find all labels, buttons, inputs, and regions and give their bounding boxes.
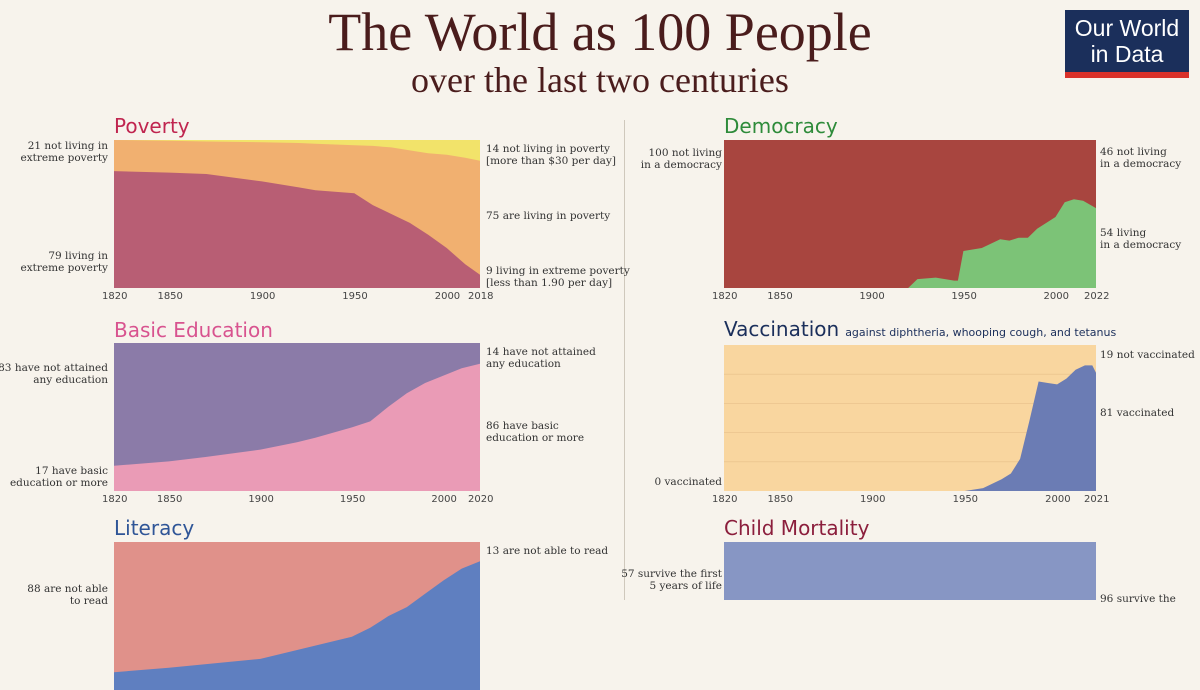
education-label-left-top: 83 have not attained any education	[0, 362, 108, 386]
education-area-have-basic-education-or-more	[114, 363, 480, 491]
education-tick-label: 2000	[431, 494, 457, 505]
poverty-label-left-top: 21 not living in extreme poverty	[20, 140, 108, 164]
vaccination-tick-label: 1950	[952, 494, 979, 505]
vaccination-chart	[724, 345, 1096, 491]
education-label-right-mid: 86 have basic education or more	[486, 420, 585, 444]
poverty-label-right-top: 14 not living in poverty [more than $30 p…	[486, 143, 616, 167]
mortality-label-right-top: 96 survive the	[1100, 593, 1176, 605]
democracy-label-left-top: 100 not living in a democracy	[640, 147, 722, 171]
education-tick-label: 1850	[156, 494, 183, 505]
panel-title-education: Basic Education	[114, 318, 273, 342]
democracy-chart	[724, 140, 1096, 288]
vaccination-label-right-top: 19 not vaccinated	[1100, 349, 1195, 361]
vaccination-tick-label: 1900	[860, 494, 886, 505]
vaccination-area-not-vaccinated	[724, 345, 1096, 491]
education-tick-label: 2020	[468, 494, 494, 505]
vaccination-label-right-mid: 81 vaccinated	[1100, 407, 1175, 419]
panel-title-literacy: Literacy	[114, 516, 195, 540]
education-label-left-bottom: 17 have basic education or more	[9, 465, 108, 489]
vaccination-tick-label: 1820	[712, 494, 738, 505]
poverty-tick-label: 1950	[342, 291, 368, 302]
democracy-tick-label: 2022	[1084, 291, 1110, 302]
page-title: The World as 100 People	[328, 2, 872, 62]
vaccination-tick-label: 1850	[767, 494, 793, 505]
democracy-tick-label: 1900	[859, 291, 885, 302]
vaccination-subtitle: against diphtheria, whooping cough, and …	[845, 326, 1117, 339]
democracy-label-right-top: 46 not living in a democracy	[1100, 146, 1182, 170]
education-tick-label: 1820	[102, 494, 128, 505]
poverty-label-right-bottom: 9 living in extreme poverty [less than 1.…	[486, 265, 630, 289]
education-tick-label: 1950	[339, 494, 366, 505]
education-chart	[114, 343, 480, 491]
mortality-label-left-top: 57 survive the first 5 years of life	[621, 568, 722, 592]
literacy-label-left-top: 88 are not able to read	[27, 583, 108, 607]
poverty-tick-label: 2000	[434, 291, 461, 302]
vaccination-tick-label: 2000	[1045, 494, 1071, 505]
poverty-tick-label: 2018	[468, 291, 494, 302]
poverty-label-left-bottom: 79 living in extreme poverty	[20, 250, 108, 274]
owid-logo[interactable]: Our World in Data	[1065, 10, 1189, 78]
democracy-area-living-in-a-democracy	[724, 199, 1096, 288]
vaccination-tick-label: 2021	[1084, 494, 1110, 505]
education-label-right-top: 14 have not attained any education	[486, 346, 596, 370]
poverty-label-right-mid: 75 are living in poverty	[486, 210, 611, 222]
page-subtitle: over the last two centuries	[411, 60, 789, 100]
mortality-chart	[724, 542, 1096, 600]
democracy-tick-label: 1950	[951, 291, 977, 302]
democracy-tick-label: 1820	[712, 291, 738, 302]
poverty-tick-label: 1900	[249, 291, 276, 302]
panel-title-poverty: Poverty	[114, 114, 190, 138]
poverty-area-living-in-extreme-poverty	[114, 171, 480, 288]
literacy-label-right-top: 13 are not able to read	[486, 545, 609, 557]
poverty-tick-label: 1850	[157, 291, 183, 302]
column-divider	[624, 120, 625, 600]
vaccination-title-text: Vaccination	[724, 317, 840, 341]
democracy-tick-label: 1850	[767, 291, 793, 302]
poverty-tick-label: 1820	[102, 291, 128, 302]
democracy-tick-label: 2000	[1043, 291, 1069, 302]
vaccination-label-left-bottom: 0 vaccinated	[654, 476, 722, 488]
vaccination-area-vaccinated	[724, 365, 1096, 491]
panel-title-democracy: Democracy	[724, 114, 838, 138]
panel-title-vaccination: Vaccination against diphtheria, whooping …	[724, 317, 1116, 345]
democracy-label-right-bottom: 54 living in a democracy	[1100, 227, 1182, 251]
literacy-chart	[114, 542, 480, 690]
poverty-chart	[114, 140, 480, 288]
panel-title-mortality: Child Mortality	[724, 516, 870, 540]
education-tick-label: 1900	[248, 494, 274, 505]
